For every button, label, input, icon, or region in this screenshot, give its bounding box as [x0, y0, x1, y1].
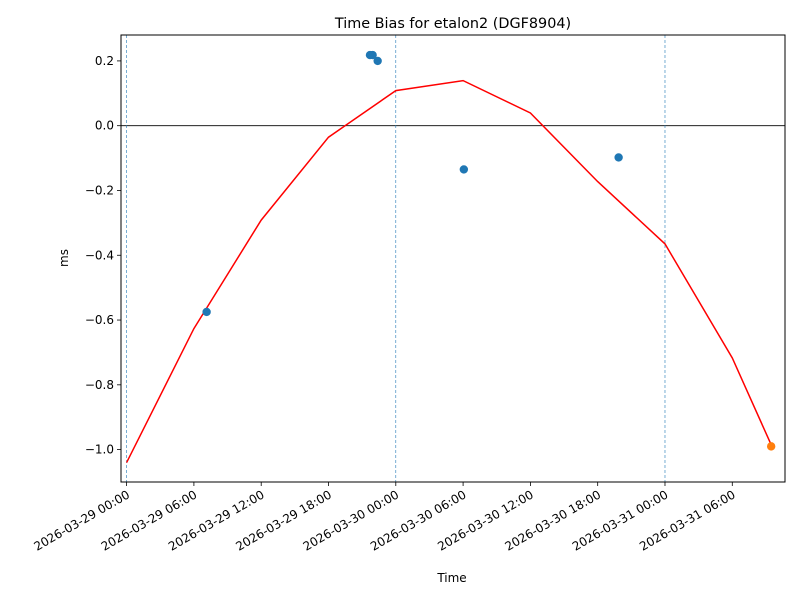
data-point — [368, 50, 377, 60]
plot-frame — [120, 34, 786, 483]
y-axis-title: ms — [57, 249, 71, 267]
y-tick-label: −0.6 — [85, 313, 114, 327]
y-tick-label: −0.4 — [85, 248, 114, 262]
data-point — [202, 307, 211, 317]
data-point — [373, 56, 382, 66]
x-axis-title: Time — [436, 571, 466, 585]
y-tick-label: −0.2 — [85, 183, 114, 197]
y-axis: −1.0 −0.8 −0.6 −0.4 −0.2 0.0 0.2 — [85, 54, 121, 457]
chart-title: Time Bias for etalon2 (DGF8904) — [334, 16, 571, 32]
data-point — [459, 165, 469, 174]
fit-curve — [125, 79, 772, 463]
data-point — [614, 153, 623, 162]
data-point — [766, 442, 776, 451]
y-tick-label: −0.8 — [85, 378, 114, 392]
y-tick-label: 0.2 — [95, 54, 114, 68]
plot-area — [121, 35, 785, 482]
y-tick-label: −1.0 — [85, 443, 114, 457]
y-tick-label: 0.0 — [95, 119, 114, 133]
